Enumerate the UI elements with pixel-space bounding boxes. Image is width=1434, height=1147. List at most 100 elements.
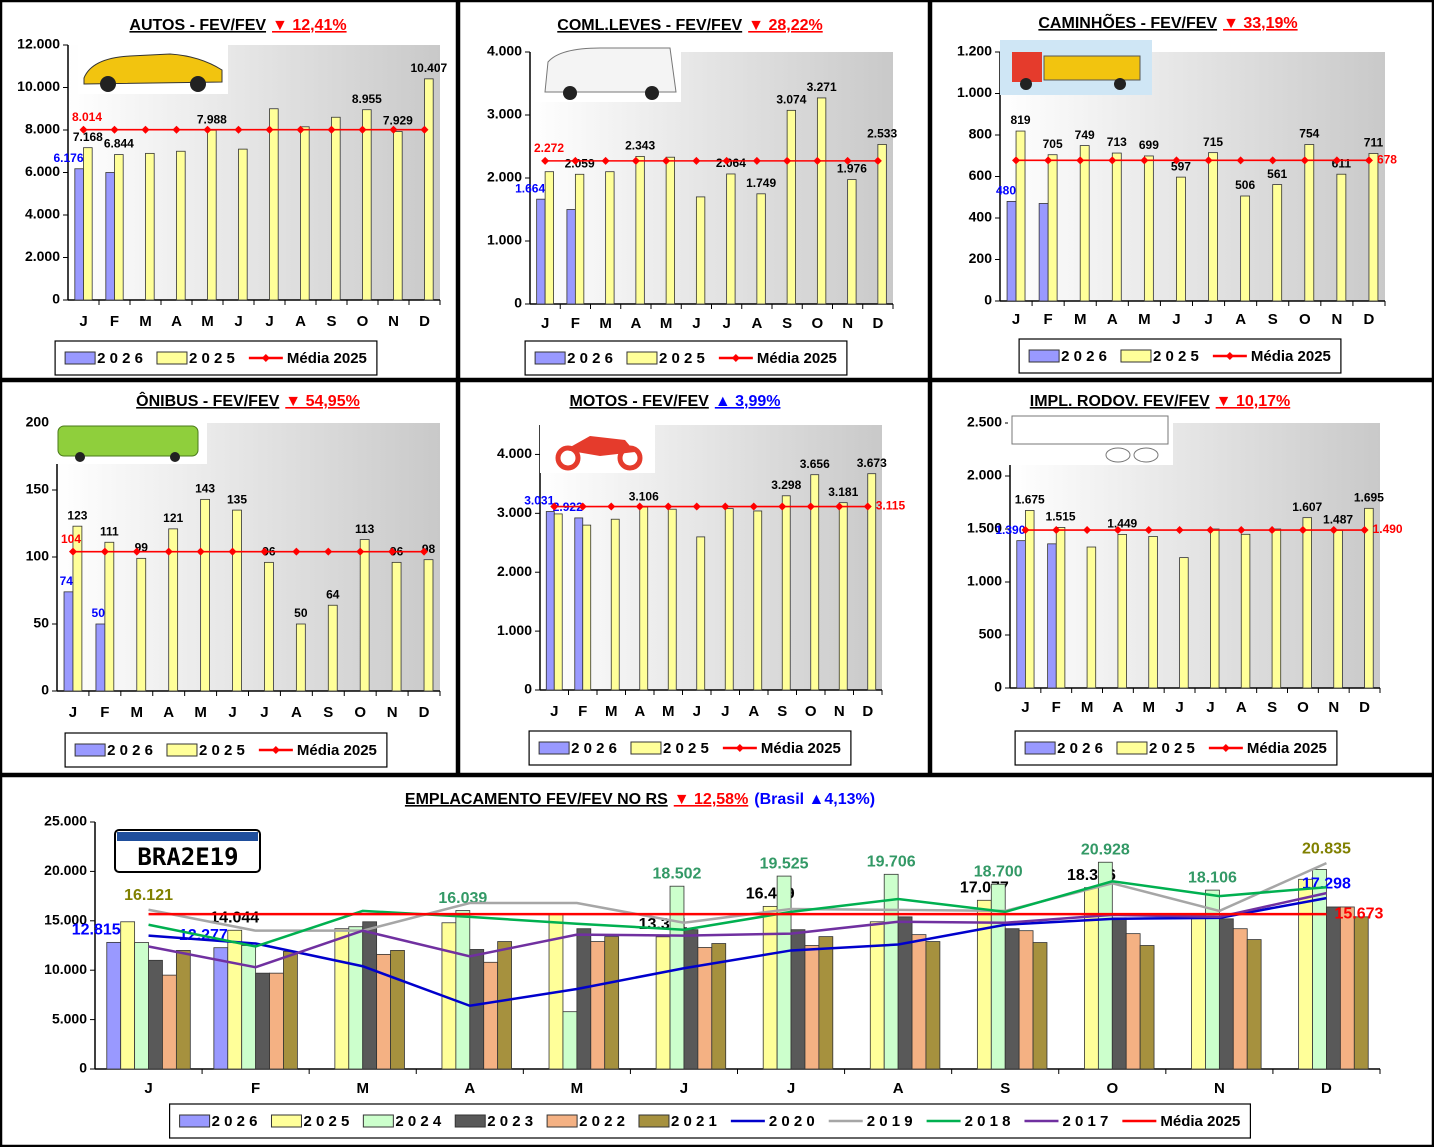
bar bbox=[1340, 907, 1354, 1069]
x-tick-label: S bbox=[777, 703, 787, 720]
value-label: 3.115 bbox=[876, 499, 906, 513]
y-tick-label: 6.000 bbox=[25, 163, 60, 179]
x-tick-label: M bbox=[1074, 311, 1087, 328]
x-tick-label: J bbox=[787, 1080, 795, 1097]
x-tick-label: J bbox=[260, 704, 268, 721]
x-tick-label: S bbox=[326, 313, 336, 330]
legend-label: Média 2025 bbox=[297, 742, 377, 759]
y-tick-label: 1.000 bbox=[957, 84, 992, 100]
x-tick-label: A bbox=[1112, 699, 1123, 716]
bar bbox=[1118, 534, 1127, 688]
bar bbox=[1144, 156, 1153, 301]
legend-swatch bbox=[157, 352, 187, 364]
bar bbox=[1337, 174, 1346, 301]
bar bbox=[554, 514, 562, 690]
x-tick-label: F bbox=[1052, 699, 1061, 716]
legend-swatch bbox=[631, 742, 661, 754]
bar bbox=[583, 525, 591, 690]
value-label: 6.176 bbox=[53, 151, 83, 165]
bar bbox=[1210, 529, 1219, 688]
bar bbox=[456, 911, 470, 1069]
dashboard: AUTOS - FEV/FEV▼ 12,41%02.0004.0006.0008… bbox=[0, 0, 1434, 1147]
x-tick-label: D bbox=[419, 704, 430, 721]
value-label: 1.976 bbox=[837, 162, 867, 176]
legend-label: Média 2025 bbox=[1160, 1113, 1240, 1130]
title-change: ▼ 12,58% bbox=[674, 791, 749, 808]
value-label: 123 bbox=[67, 508, 87, 522]
y-tick-label: 2.500 bbox=[967, 414, 1002, 430]
bar bbox=[1299, 879, 1313, 1069]
x-tick-label: J bbox=[1172, 311, 1180, 328]
x-tick-label: A bbox=[634, 703, 645, 720]
chart-title: IMPL. RODOV. FEV/FEV ▼ 10,17% bbox=[1030, 393, 1290, 410]
car-icon bbox=[100, 76, 116, 92]
bar bbox=[105, 542, 114, 691]
x-tick-label: O bbox=[1299, 311, 1311, 328]
value-label: 705 bbox=[1043, 137, 1063, 151]
y-tick-label: 200 bbox=[26, 414, 50, 430]
y-tick-label: 0 bbox=[514, 295, 522, 311]
x-tick-label: S bbox=[782, 315, 792, 332]
value-label: 16.121 bbox=[124, 887, 173, 904]
y-tick-label: 600 bbox=[969, 167, 993, 183]
value-label: 711 bbox=[1364, 136, 1384, 150]
bar bbox=[425, 79, 434, 300]
title-change: ▲ 3,99% bbox=[715, 393, 781, 410]
bar bbox=[149, 960, 163, 1069]
bar bbox=[898, 917, 912, 1069]
bar bbox=[591, 942, 605, 1069]
bar bbox=[575, 174, 583, 304]
x-tick-label: M bbox=[131, 704, 144, 721]
x-tick-label: A bbox=[893, 1080, 904, 1097]
bar bbox=[256, 973, 270, 1069]
y-tick-label: 4.000 bbox=[487, 43, 522, 59]
bar bbox=[878, 144, 886, 304]
bar bbox=[214, 948, 228, 1069]
bar bbox=[201, 499, 210, 691]
x-tick-label: A bbox=[295, 313, 306, 330]
bar bbox=[75, 169, 84, 300]
y-tick-label: 2.000 bbox=[497, 563, 532, 579]
title-title: IMPL. RODOV. FEV/FEV bbox=[1030, 393, 1210, 410]
value-label: 1.487 bbox=[1323, 513, 1353, 527]
bar bbox=[137, 558, 146, 691]
bus-icon bbox=[58, 426, 198, 456]
x-tick-label: M bbox=[571, 1080, 584, 1097]
bar bbox=[636, 156, 644, 304]
truck-icon bbox=[1114, 78, 1126, 90]
value-label: 74 bbox=[60, 574, 74, 588]
legend-label: 2 0 2 1 bbox=[671, 1113, 717, 1130]
title-change: ▼ 10,17% bbox=[1216, 393, 1291, 410]
value-label: 3.074 bbox=[776, 93, 806, 107]
truck-icon bbox=[1012, 52, 1042, 82]
legend-swatch bbox=[167, 744, 197, 756]
y-tick-label: 10.000 bbox=[17, 78, 60, 94]
x-tick-label: J bbox=[1021, 699, 1029, 716]
chart-title: COML.LEVES - FEV/FEV▼ 28,22% bbox=[557, 17, 822, 34]
y-tick-label: 200 bbox=[969, 250, 993, 266]
x-tick-label: O bbox=[1297, 699, 1309, 716]
x-tick-label: N bbox=[834, 703, 845, 720]
bar bbox=[1048, 155, 1057, 301]
bar bbox=[121, 922, 135, 1069]
x-tick-label: D bbox=[1364, 311, 1375, 328]
x-tick-label: J bbox=[1012, 311, 1020, 328]
x-tick-label: J bbox=[722, 315, 730, 332]
bar bbox=[363, 922, 377, 1069]
value-label: 3.106 bbox=[629, 489, 659, 503]
value-label: 3.673 bbox=[857, 456, 887, 470]
legend-swatch bbox=[547, 1115, 577, 1127]
bar bbox=[1007, 201, 1016, 301]
bar bbox=[96, 624, 105, 691]
van-icon bbox=[563, 86, 577, 100]
bar bbox=[684, 930, 698, 1069]
bar bbox=[605, 937, 619, 1069]
bar bbox=[1326, 907, 1340, 1069]
x-tick-label: M bbox=[194, 704, 207, 721]
bar bbox=[270, 973, 284, 1069]
bar bbox=[1126, 934, 1140, 1069]
x-tick-label: J bbox=[234, 313, 242, 330]
x-tick-label: J bbox=[144, 1080, 152, 1097]
bar bbox=[228, 930, 242, 1069]
x-tick-label: A bbox=[171, 313, 182, 330]
